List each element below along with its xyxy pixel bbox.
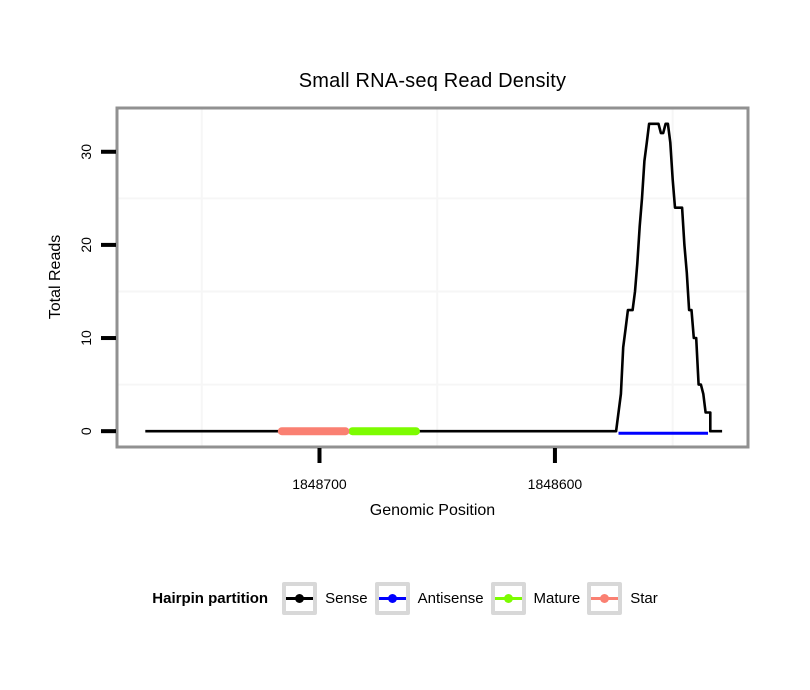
legend-key-symbol-icon [286, 593, 314, 603]
panel-background [117, 108, 748, 447]
chart-canvas: 1848700 1848600 0 10 20 30 [78, 106, 750, 492]
series-sense-line [145, 122, 723, 433]
y-axis-tick [101, 149, 116, 154]
legend-key-box [374, 581, 410, 615]
y-axis-tick-label: 10 [78, 330, 94, 346]
y-axis-tick [101, 242, 116, 247]
legend-key-box [587, 581, 623, 615]
x-axis-tick-label: 1848600 [528, 476, 583, 492]
legend-item-mature: Mature [490, 581, 581, 615]
x-axis-tick-label: 1848700 [292, 476, 347, 492]
legend-key-box [490, 581, 526, 615]
legend: Hairpin partition Sense Antisense Mature St… [0, 579, 810, 617]
x-axis-tick [552, 448, 557, 463]
y-axis-tick [101, 336, 116, 341]
legend-item-antisense: Antisense [374, 581, 484, 615]
y-axis-tick-label: 20 [78, 237, 94, 253]
legend-item-label: Sense [325, 589, 368, 607]
legend-key-symbol-icon [378, 593, 406, 603]
x-axis-tick [317, 448, 322, 463]
legend-item-label: Antisense [417, 589, 484, 607]
legend-key-symbol-icon [591, 593, 619, 603]
y-axis-title-text: Total Reads [47, 234, 64, 320]
x-axis-title: Genomic Position [369, 502, 496, 519]
legend-item-label: Mature [533, 589, 581, 607]
y-axis-tick-label: 0 [78, 427, 94, 435]
legend-item-sense: Sense [282, 581, 368, 615]
y-axis-tick-label: 30 [78, 144, 94, 160]
y-axis-tick [101, 429, 116, 434]
panel-border [115, 106, 750, 449]
legend-item-star: Star [587, 581, 658, 615]
legend-key-symbol-icon [494, 593, 522, 603]
legend-key-box [282, 581, 318, 615]
legend-title: Hairpin partition [152, 589, 269, 607]
chart-title: Small RNA-seq Read Density [298, 70, 567, 92]
legend-item-label: Star [630, 589, 658, 607]
